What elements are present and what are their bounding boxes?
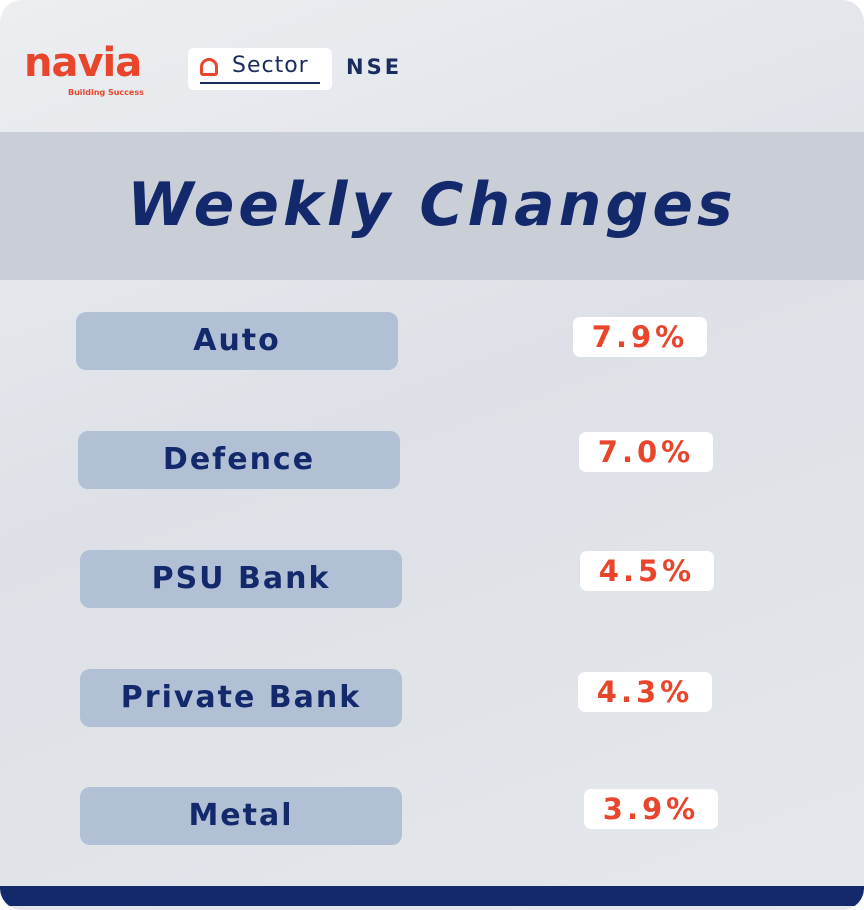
title-band [0, 132, 864, 280]
change-value: 7.9% [573, 317, 707, 357]
sector-tab[interactable]: Sector [188, 48, 332, 90]
tab-underline [200, 82, 320, 84]
sector-label: Metal [80, 787, 402, 845]
tab-text: Sector [232, 53, 309, 78]
change-value: 7.0% [579, 432, 713, 472]
sector-label: Defence [78, 431, 400, 489]
title: Weekly Changes [127, 170, 737, 240]
change-value: 4.3% [578, 672, 712, 712]
logo: navia [24, 40, 142, 86]
sector-label: Private Bank [80, 669, 402, 727]
change-value: 4.5% [580, 551, 714, 591]
exchange: NSE [346, 55, 403, 79]
footer-bar [0, 886, 864, 906]
tagline: Building Success [68, 88, 144, 97]
change-value: 3.9% [584, 789, 718, 829]
sector-label: Auto [76, 312, 398, 370]
tab-icon [200, 58, 218, 76]
sector-label: PSU Bank [80, 550, 402, 608]
